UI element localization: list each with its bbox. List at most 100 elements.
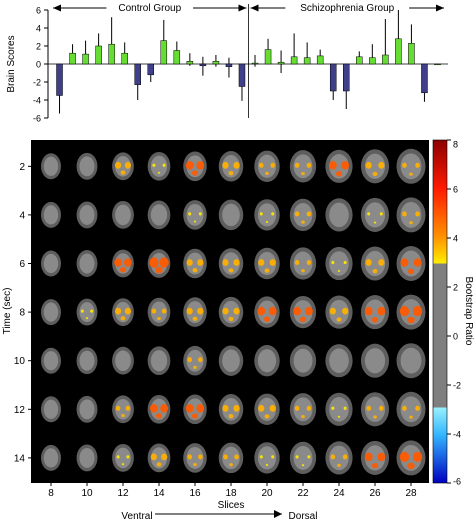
score-bar <box>95 45 102 65</box>
brain-slice-inner <box>364 396 386 422</box>
activation-spot <box>228 413 234 419</box>
score-bar <box>343 63 350 92</box>
group-label-bg <box>106 1 194 13</box>
activation-spot <box>264 414 270 419</box>
activation-spot <box>193 365 197 369</box>
score-bar <box>382 54 389 65</box>
activation-spot <box>188 212 192 216</box>
bar-y-tick-label: -4 <box>33 96 41 106</box>
brain-slice-inner <box>400 347 422 374</box>
brain-slice-inner <box>364 299 386 325</box>
activation-spot <box>372 171 378 177</box>
activation-spot <box>222 307 229 315</box>
activation-spot <box>407 462 415 470</box>
brain-slice-inner <box>222 252 240 275</box>
slice-tick-label: 18 <box>225 488 237 499</box>
brain-slice-inner <box>400 250 422 277</box>
score-bar <box>147 63 154 76</box>
time-tick-label: 2 <box>19 162 25 173</box>
time-tick-labels: 2 4 6 8 10 12 14 <box>14 162 31 464</box>
brain-slice-inner <box>329 251 349 276</box>
brain-slice-inner <box>186 349 204 372</box>
activation-spot <box>191 170 199 176</box>
activation-spot <box>114 307 122 315</box>
activation-spot <box>364 452 373 462</box>
activation-spot <box>365 161 372 169</box>
activation-spot <box>186 307 193 315</box>
brain-slice-inner <box>186 398 204 421</box>
group-label: Schizophrenia Group <box>300 3 394 14</box>
activation-spot <box>294 405 300 411</box>
activation-spot <box>378 259 385 266</box>
brain-slice-inner <box>257 300 277 324</box>
colorbar-tick-label: -2 <box>453 381 461 391</box>
brain-slice-inner <box>79 302 95 323</box>
activation-spot <box>301 220 305 224</box>
score-bar <box>56 63 63 96</box>
activation-spot <box>412 451 423 463</box>
activation-spot <box>120 316 126 321</box>
activation-spot <box>371 317 379 323</box>
activation-spot <box>294 211 300 217</box>
slices-arrow-head <box>274 510 282 518</box>
activation-spot <box>268 306 277 316</box>
activation-spot <box>124 161 132 169</box>
brain-slice-inner <box>293 154 313 179</box>
activation-spot <box>149 257 159 268</box>
brain-slice-inner <box>257 397 277 421</box>
brain-slice-inner <box>79 156 95 177</box>
activation-spot <box>415 162 420 168</box>
activation-spot <box>299 316 307 323</box>
score-bar <box>121 52 128 65</box>
brain-slice-inner <box>222 446 240 470</box>
brain-slice-inner <box>150 398 168 420</box>
activation-spot <box>187 454 192 460</box>
brain-slice-inner <box>43 253 59 274</box>
activation-spot <box>222 404 229 412</box>
score-bar <box>134 63 141 85</box>
activation-spot <box>377 452 386 462</box>
activation-spot <box>125 405 131 411</box>
brain-slice-inner <box>293 300 313 325</box>
activation-spot <box>271 455 275 459</box>
brain-slice-inner <box>186 155 204 178</box>
activation-spot <box>186 259 193 266</box>
score-bar <box>160 40 168 65</box>
activation-spot <box>119 267 127 273</box>
activation-spot <box>379 212 383 216</box>
score-bar <box>225 63 233 67</box>
score-bar <box>434 63 441 66</box>
activation-spot <box>372 269 378 274</box>
brain-slice-inner <box>43 205 59 225</box>
activation-spot <box>115 405 121 411</box>
activation-spot <box>233 404 240 412</box>
brain-slice-inner <box>150 301 168 323</box>
activation-spot <box>402 211 407 217</box>
activation-spot <box>307 455 311 459</box>
activation-spot <box>155 266 163 274</box>
colorbar: 8 6 4 2 0 -2 -4 -6 Bootstrap Ratio <box>432 139 474 487</box>
brain-slice-inner <box>186 203 204 226</box>
score-bar <box>277 61 285 65</box>
activation-spot <box>191 413 199 419</box>
activation-spot <box>151 308 157 314</box>
brain-slice-inner <box>79 204 95 225</box>
activation-spot <box>222 161 229 169</box>
brain-slice-inner <box>364 250 386 277</box>
activation-spot <box>331 260 335 265</box>
brain-slice-inner <box>293 445 313 470</box>
activation-spot <box>263 316 271 322</box>
activation-spot <box>399 305 410 317</box>
brain-slice-inner <box>364 348 386 374</box>
activation-spot <box>271 212 275 216</box>
activation-spot <box>228 268 234 273</box>
brain-slice-inner <box>257 349 277 373</box>
activation-spot <box>185 404 194 413</box>
activation-spot <box>402 162 407 168</box>
activation-spot <box>198 212 202 216</box>
colorbar-tick-label: 6 <box>453 185 458 195</box>
slice-tick-label: 20 <box>261 488 273 499</box>
activation-spot <box>264 268 270 273</box>
slice-tick-label: 8 <box>48 488 54 499</box>
